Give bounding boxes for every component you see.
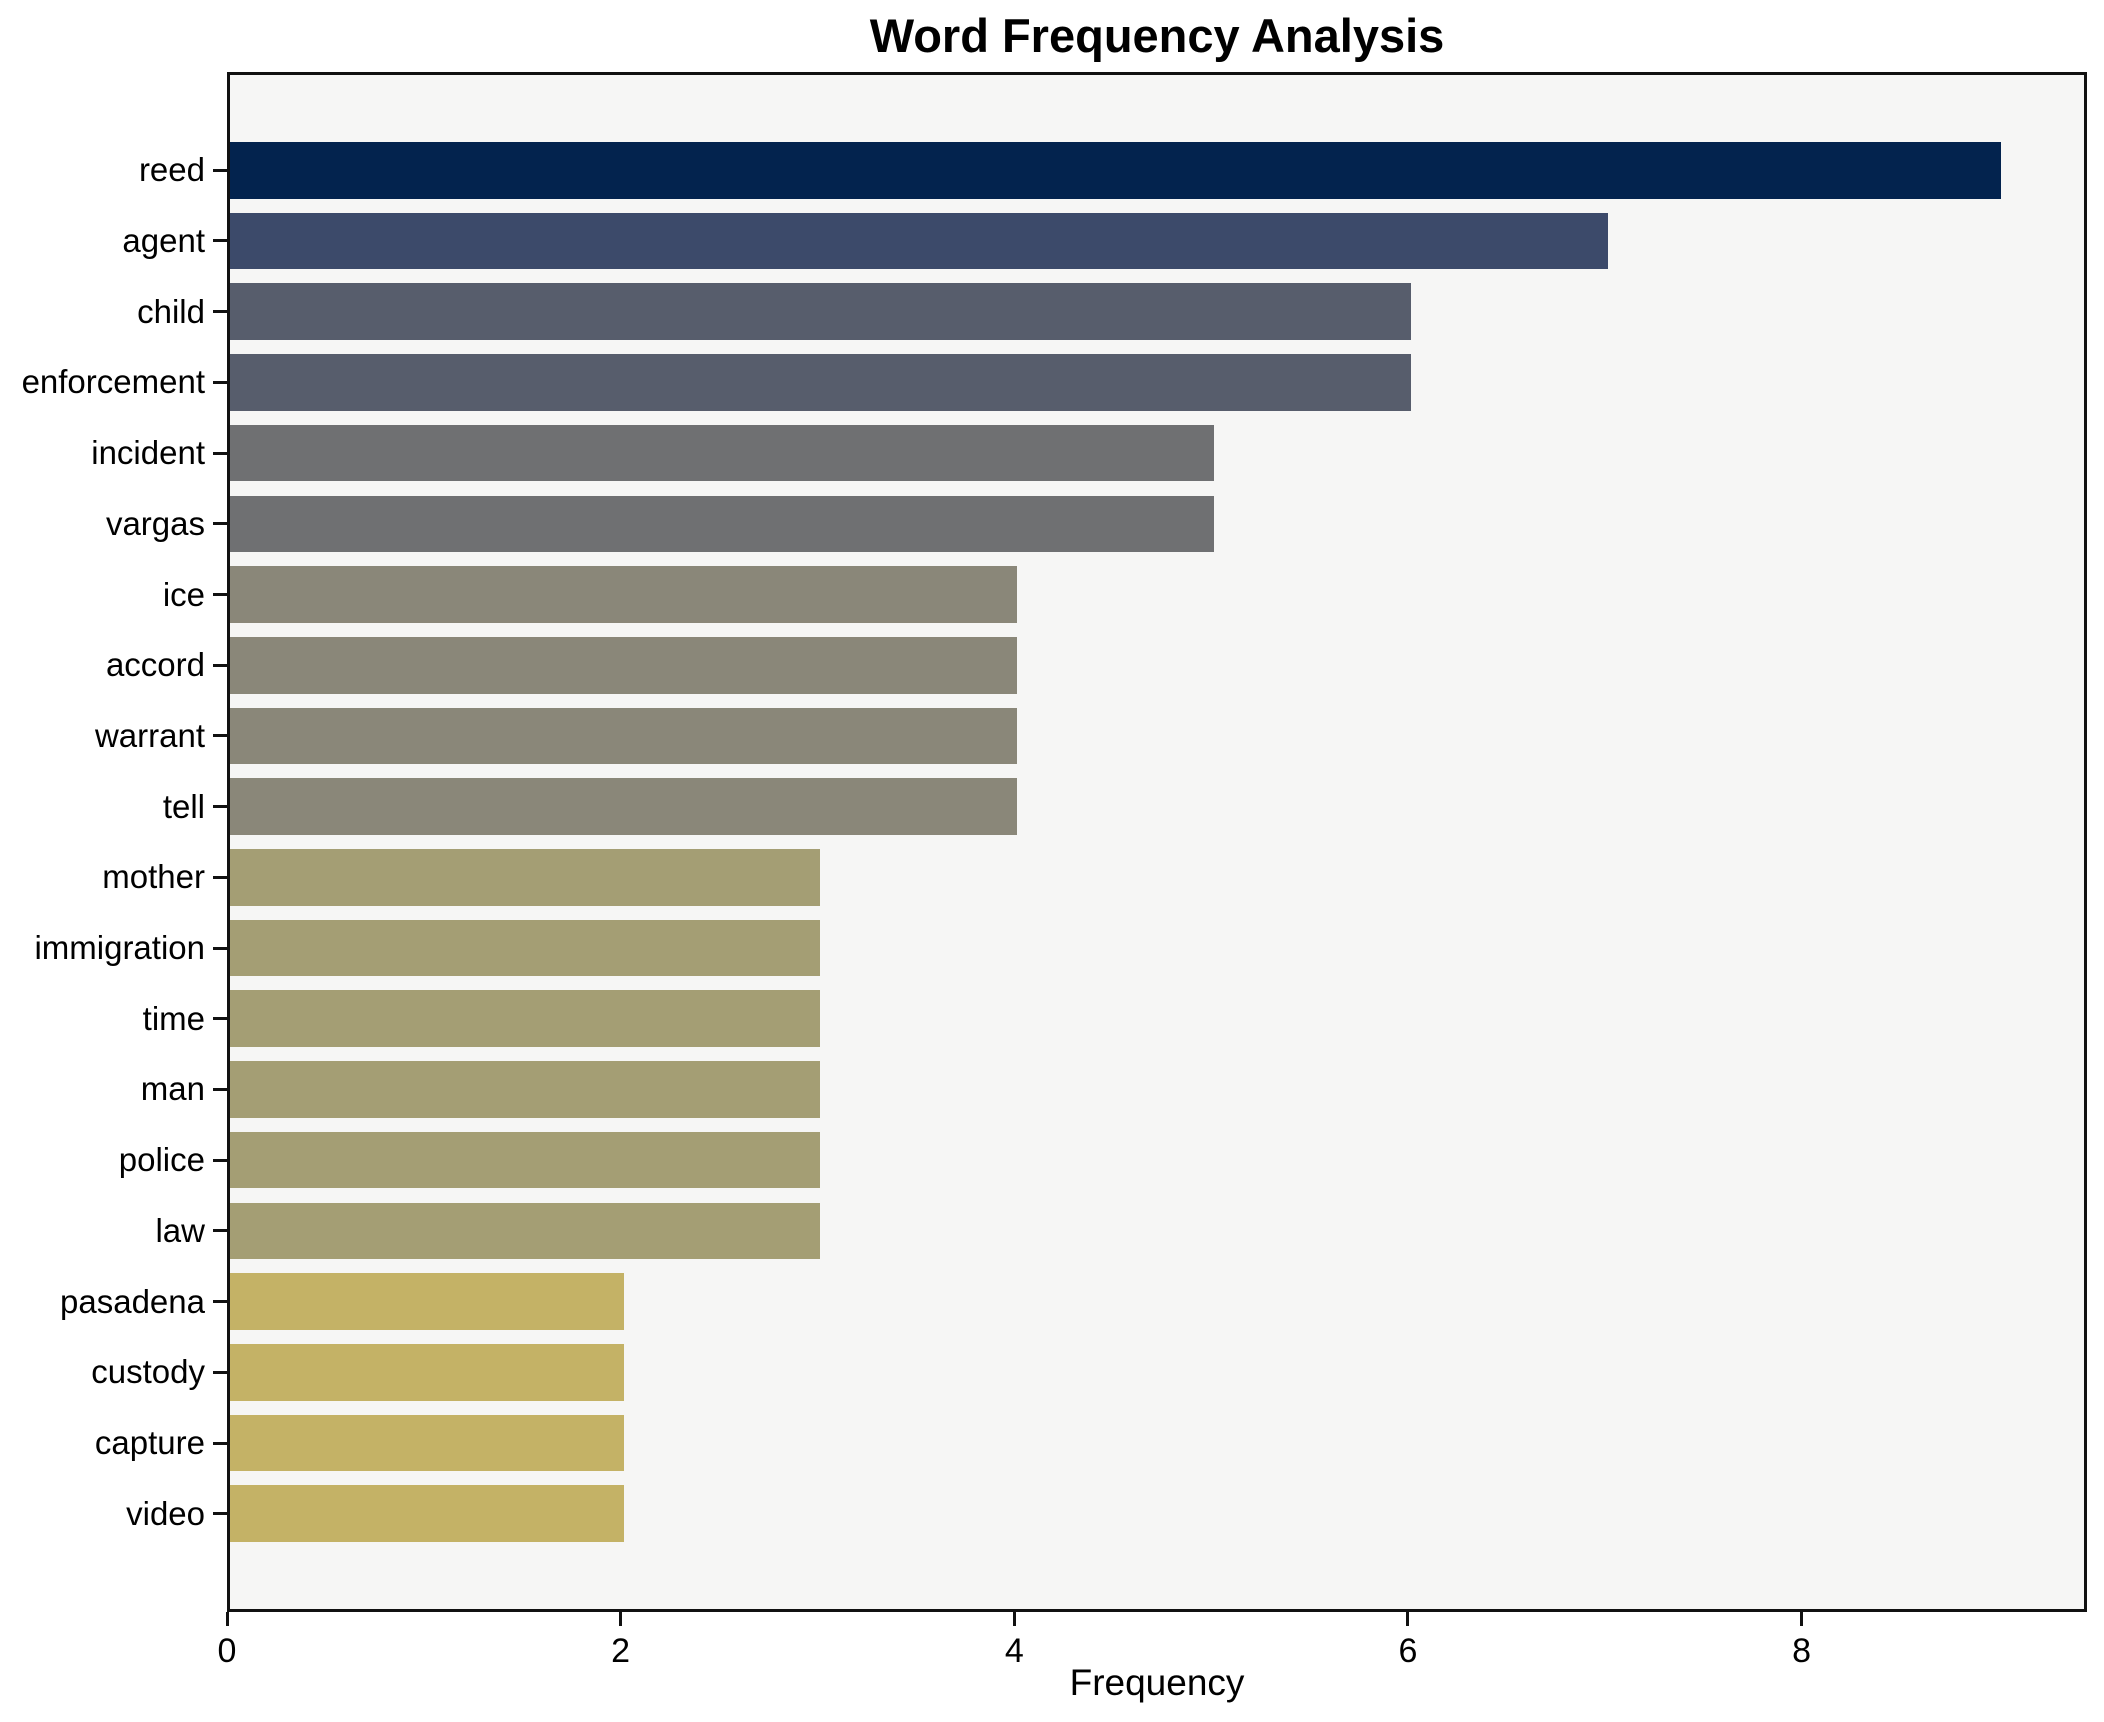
y-tick-label-enforcement: enforcement xyxy=(21,363,205,401)
y-tick-label-child: child xyxy=(137,292,205,330)
y-tick-label-incident: incident xyxy=(91,434,205,472)
bar-time xyxy=(230,990,821,1048)
y-tick-mark xyxy=(213,239,227,243)
y-tick-mark xyxy=(213,593,227,597)
x-tick-mark xyxy=(1800,1612,1804,1626)
bar-mother xyxy=(230,849,821,906)
x-tick-label-8: 8 xyxy=(1792,1632,1812,1670)
y-tick-label-pasadena: pasadena xyxy=(60,1282,205,1320)
bar-agent xyxy=(230,212,1608,270)
y-tick-label-vargas: vargas xyxy=(105,504,205,542)
y-tick-mark xyxy=(213,1370,227,1374)
y-tick-label-immigration: immigration xyxy=(34,929,205,967)
y-tick-mark xyxy=(213,1441,227,1445)
chart-title: Word Frequency Analysis xyxy=(869,9,1445,62)
y-tick-mark xyxy=(213,1017,227,1021)
bar-incident xyxy=(230,424,1215,482)
bar-custody xyxy=(230,1344,624,1401)
y-tick-label-tell: tell xyxy=(162,787,205,825)
bar-ice xyxy=(230,566,1018,623)
y-tick-label-warrant: warrant xyxy=(94,716,205,754)
bar-capture xyxy=(230,1414,624,1472)
y-tick-mark xyxy=(213,1300,227,1304)
bar-video xyxy=(230,1485,624,1542)
y-tick-label-law: law xyxy=(155,1211,205,1249)
y-tick-mark xyxy=(213,1512,227,1516)
bar-man xyxy=(230,1061,821,1118)
x-tick-label-0: 0 xyxy=(217,1632,237,1670)
y-tick-mark xyxy=(213,663,227,667)
bar-immigration xyxy=(230,919,821,977)
bar-warrant xyxy=(230,707,1018,765)
y-tick-mark xyxy=(213,522,227,526)
y-tick-label-mother: mother xyxy=(102,858,205,896)
x-axis-title: Frequency xyxy=(1069,1662,1245,1703)
y-tick-label-man: man xyxy=(140,1070,205,1108)
bar-pasadena xyxy=(230,1273,624,1330)
y-tick-label-ice: ice xyxy=(162,575,205,613)
y-tick-label-reed: reed xyxy=(138,151,205,189)
bar-vargas xyxy=(230,495,1215,553)
x-tick-mark xyxy=(225,1612,229,1626)
bar-accord xyxy=(230,636,1018,694)
y-tick-label-police: police xyxy=(118,1141,205,1179)
y-tick-mark xyxy=(213,805,227,809)
x-tick-label-6: 6 xyxy=(1398,1632,1418,1670)
y-tick-mark xyxy=(213,310,227,314)
y-tick-label-video: video xyxy=(126,1494,205,1532)
y-tick-mark xyxy=(213,1087,227,1091)
bar-police xyxy=(230,1131,821,1189)
y-tick-mark xyxy=(213,946,227,950)
y-tick-label-time: time xyxy=(142,999,205,1037)
x-tick-label-4: 4 xyxy=(1004,1632,1024,1670)
bar-reed xyxy=(230,142,2002,199)
y-tick-mark xyxy=(213,1229,227,1233)
x-tick-label-2: 2 xyxy=(611,1632,631,1670)
bar-tell xyxy=(230,778,1018,835)
y-tick-label-capture: capture xyxy=(94,1424,205,1461)
x-tick-mark xyxy=(1012,1612,1016,1626)
bar-law xyxy=(230,1202,821,1260)
y-tick-label-accord: accord xyxy=(105,646,205,684)
y-tick-label-agent: agent xyxy=(122,221,205,259)
y-tick-label-custody: custody xyxy=(91,1353,205,1391)
y-tick-mark xyxy=(213,1158,227,1162)
y-tick-mark xyxy=(213,380,227,384)
y-tick-mark xyxy=(213,451,227,455)
y-tick-mark xyxy=(213,168,227,172)
x-tick-mark xyxy=(619,1612,623,1626)
bar-child xyxy=(230,283,1411,340)
bar-enforcement xyxy=(230,354,1411,411)
y-tick-mark xyxy=(213,734,227,738)
y-tick-mark xyxy=(213,875,227,879)
plot-area xyxy=(227,72,2087,1612)
x-tick-mark xyxy=(1406,1612,1410,1626)
